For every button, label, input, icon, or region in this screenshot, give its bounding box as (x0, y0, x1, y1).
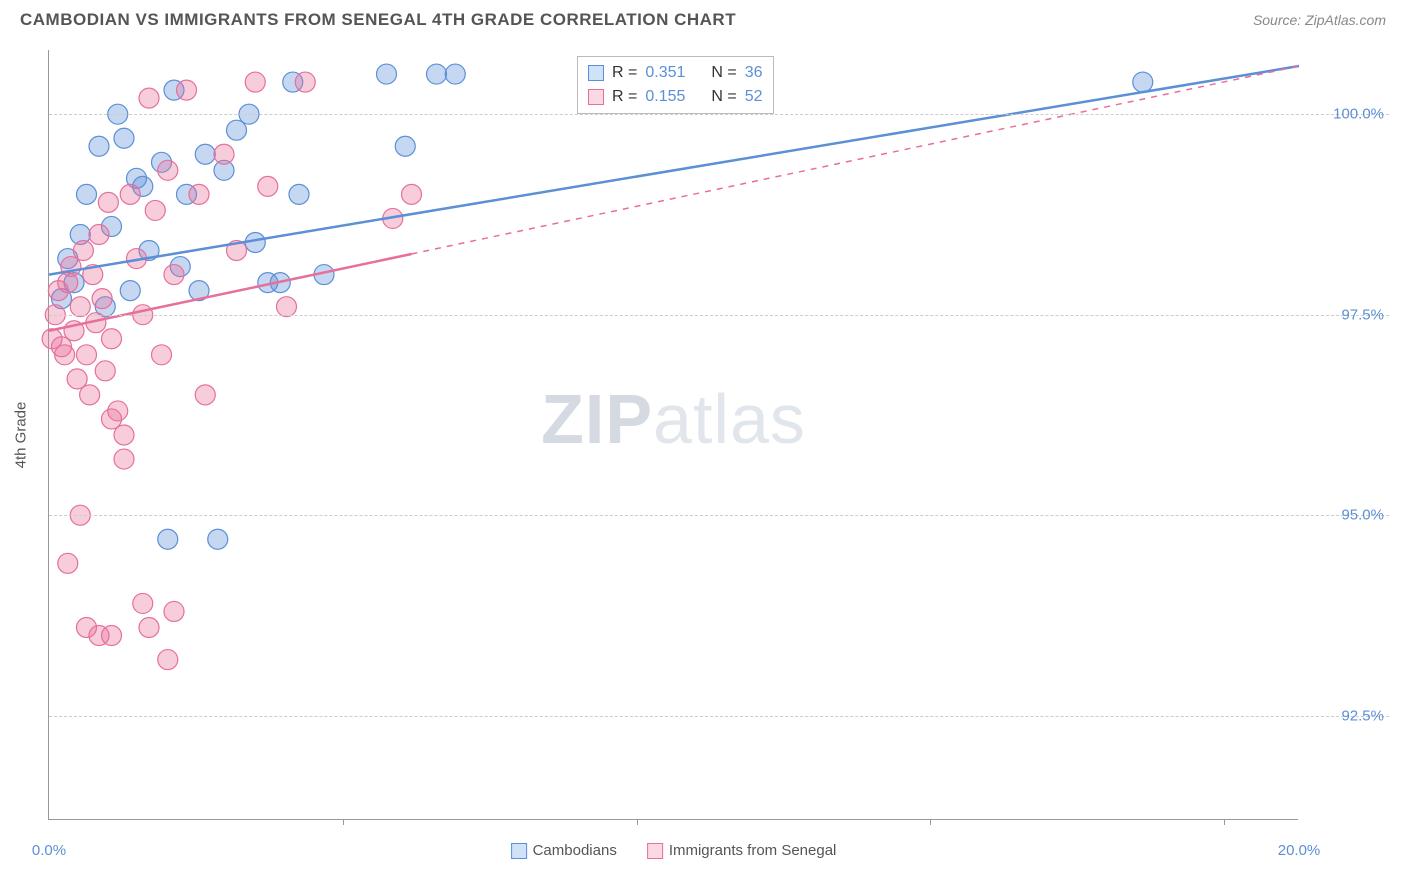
y-axis-label: 4th Grade (13, 401, 30, 468)
scatter-point (164, 601, 184, 621)
stat-row: R = 0.155 N = 52 (588, 85, 763, 109)
scatter-point (164, 265, 184, 285)
scatter-point (445, 64, 465, 84)
scatter-point (102, 409, 122, 429)
x-tick (930, 819, 931, 825)
scatter-point (102, 626, 122, 646)
scatter-point (427, 64, 447, 84)
gridline (49, 515, 1389, 516)
y-tick-label: 97.5% (1304, 306, 1384, 323)
scatter-point (102, 329, 122, 349)
scatter-point (139, 618, 159, 638)
stat-row: R = 0.351 N = 36 (588, 61, 763, 85)
stat-n-label: N = (711, 85, 736, 109)
scatter-point (133, 593, 153, 613)
chart-title: CAMBODIAN VS IMMIGRANTS FROM SENEGAL 4TH… (20, 10, 736, 30)
scatter-point (98, 192, 118, 212)
scatter-point (214, 144, 234, 164)
scatter-point (89, 224, 109, 244)
scatter-point (89, 136, 109, 156)
scatter-point (139, 88, 159, 108)
scatter-point (158, 529, 178, 549)
stat-r-label: R = (612, 61, 637, 85)
correlation-stat-box: R = 0.351 N = 36 R = 0.155 N = 52 (577, 56, 774, 114)
scatter-point (195, 385, 215, 405)
trend-line-dashed (412, 66, 1300, 254)
y-tick-label: 92.5% (1304, 707, 1384, 724)
legend-bottom: Cambodians Immigrants from Senegal (511, 842, 837, 859)
scatter-point (55, 345, 75, 365)
source-attribution: Source: ZipAtlas.com (1253, 12, 1386, 28)
scatter-point (152, 345, 172, 365)
scatter-point (120, 281, 140, 301)
scatter-point (70, 297, 90, 317)
scatter-point (208, 529, 228, 549)
plot-area: 4th Grade ZIPatlas R =0.351N =36R =0.155… (48, 50, 1298, 820)
scatter-point (258, 176, 278, 196)
scatter-point (145, 200, 165, 220)
x-tick-label: 0.0% (32, 842, 66, 859)
scatter-point (158, 160, 178, 180)
scatter-point (158, 650, 178, 670)
gridline (49, 114, 1389, 115)
scatter-point (189, 184, 209, 204)
scatter-point (92, 289, 112, 309)
legend-swatch (511, 843, 527, 859)
stat-swatch (588, 65, 604, 81)
scatter-point (77, 345, 97, 365)
scatter-point (295, 72, 315, 92)
gridline (49, 716, 1389, 717)
stat-r-value: 0.351 (645, 61, 685, 85)
legend-label: Immigrants from Senegal (669, 842, 837, 859)
scatter-point (395, 136, 415, 156)
y-tick-label: 100.0% (1304, 106, 1384, 123)
y-tick-label: 95.0% (1304, 507, 1384, 524)
scatter-point (377, 64, 397, 84)
legend-item: Cambodians (511, 842, 617, 859)
scatter-point (95, 361, 115, 381)
scatter-point (114, 449, 134, 469)
legend-label: Cambodians (533, 842, 617, 859)
stat-r-value: 0.155 (645, 85, 685, 109)
stat-r-label: R = (612, 85, 637, 109)
scatter-point (177, 80, 197, 100)
plot-svg (49, 50, 1299, 820)
scatter-point (402, 184, 422, 204)
stat-n-label: N = (711, 61, 736, 85)
x-tick (637, 819, 638, 825)
legend-item: Immigrants from Senegal (647, 842, 837, 859)
scatter-point (120, 184, 140, 204)
x-tick (1224, 819, 1225, 825)
scatter-point (58, 553, 78, 573)
gridline (49, 315, 1389, 316)
scatter-point (1133, 72, 1153, 92)
stat-swatch (588, 89, 604, 105)
scatter-point (80, 385, 100, 405)
scatter-point (245, 72, 265, 92)
scatter-point (277, 297, 297, 317)
scatter-point (289, 184, 309, 204)
header: CAMBODIAN VS IMMIGRANTS FROM SENEGAL 4TH… (0, 0, 1406, 30)
scatter-point (195, 144, 215, 164)
stat-n-value: 52 (745, 85, 763, 109)
scatter-point (114, 128, 134, 148)
scatter-point (73, 241, 93, 261)
chart-container: 4th Grade ZIPatlas R =0.351N =36R =0.155… (48, 50, 1388, 820)
x-tick-label: 20.0% (1278, 842, 1321, 859)
stat-n-value: 36 (745, 61, 763, 85)
scatter-point (77, 184, 97, 204)
legend-swatch (647, 843, 663, 859)
x-tick (343, 819, 344, 825)
